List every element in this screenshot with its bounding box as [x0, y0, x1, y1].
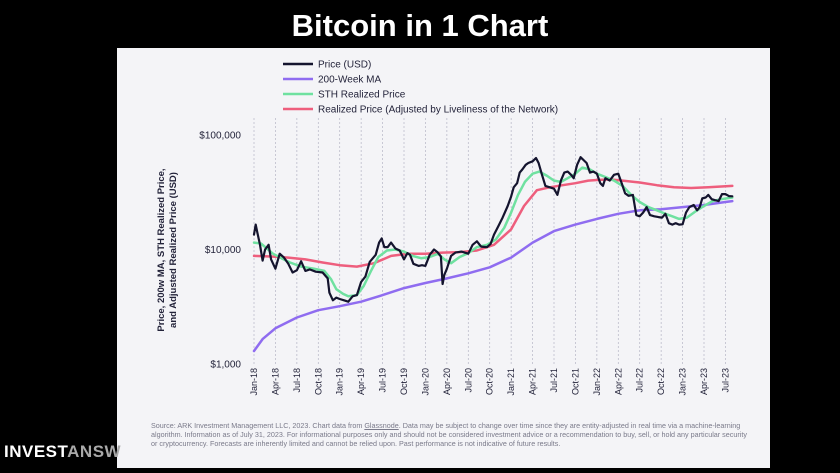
- x-tick-label-0: Jan-18: [249, 368, 259, 396]
- y-tick-labels: $100,000 $10,000 $1,000: [199, 131, 241, 371]
- headline: Bitcoin in 1 Chart: [291, 8, 549, 43]
- glassnode-link[interactable]: Glassnode: [364, 421, 399, 430]
- legend-label-price: Price (USD): [318, 60, 371, 71]
- chart-panel: $100,000 $10,000 $1,000 Jan-18 Apr-18 Jul-18…: [117, 48, 770, 468]
- series-line-sth: [252, 166, 734, 298]
- x-tick-label-21: Apr-23: [699, 368, 709, 395]
- legend-item-price: Price (USD): [283, 60, 371, 71]
- footnote-text-end: . Data may be subject to change over tim…: [151, 421, 747, 448]
- series-lines: [252, 156, 734, 353]
- x-tick-label-4: Jan-19: [335, 368, 345, 396]
- x-tick-label-14: Jul-21: [549, 368, 559, 393]
- legend-label-sth: STH Realized Price: [318, 90, 406, 101]
- series-line-price: [252, 156, 734, 303]
- legend-item-sth: STH Realized Price: [283, 90, 406, 101]
- legend-item-ma200: 200-Week MA: [283, 75, 382, 86]
- chart: $100,000 $10,000 $1,000 Jan-18 Apr-18 Jul-18…: [156, 60, 734, 396]
- x-tick-label-5: Apr-19: [356, 368, 366, 395]
- brand-part-1: INVEST: [4, 442, 68, 461]
- x-tick-label-6: Jul-19: [378, 368, 388, 393]
- x-tick-label-3: Oct-18: [313, 368, 323, 395]
- x-tick-label-13: Apr-21: [528, 368, 538, 395]
- x-tick-label-2: Jul-18: [292, 368, 302, 393]
- x-tick-label-18: Jul-22: [635, 368, 645, 393]
- x-tick-label-19: Oct-22: [656, 368, 666, 395]
- footnote-text-start: Source: ARK Investment Management LLC, 2…: [151, 421, 365, 430]
- x-tick-label-15: Oct-21: [570, 368, 580, 395]
- series-line-realized: [252, 178, 734, 268]
- source-footnote: Source: ARK Investment Management LLC, 2…: [151, 421, 751, 448]
- y-tick-label-1: $10,000: [205, 245, 242, 256]
- x-tick-label-12: Jan-21: [506, 368, 516, 396]
- y-tick-label-0: $100,000: [199, 131, 241, 142]
- x-gridlines: [253, 118, 726, 364]
- legend-item-realized: Realized Price (Adjusted by Liveliness o…: [283, 105, 558, 116]
- x-tick-label-1: Apr-18: [270, 368, 280, 395]
- x-tick-label-8: Jan-20: [420, 368, 430, 396]
- x-tick-label-11: Oct-20: [485, 368, 495, 395]
- y-tick-label-2: $1,000: [210, 360, 241, 371]
- y-axis-label-line-1: and Adjusted Realized Price (USD): [168, 172, 179, 328]
- x-tick-label-17: Apr-22: [613, 368, 623, 395]
- x-tick-label-9: Apr-20: [442, 368, 452, 395]
- x-tick-label-10: Jul-20: [463, 368, 473, 393]
- brand-part-2: ANSW: [67, 442, 122, 461]
- legend-label-ma200: 200-Week MA: [318, 75, 382, 86]
- legend-label-realized: Realized Price (Adjusted by Liveliness o…: [318, 105, 558, 116]
- y-axis-label: Price, 200w MA, STH Realized Price, and A…: [156, 168, 179, 331]
- brand-logo: INVESTANSW: [4, 442, 121, 462]
- x-tick-label-20: Jan-23: [678, 368, 688, 396]
- x-tick-labels: Jan-18 Apr-18 Jul-18 Oct-18 Jan-19 Apr-19 Jul-…: [249, 368, 730, 396]
- x-tick-label-16: Jan-22: [592, 368, 602, 396]
- legend: Price (USD) 200-Week MA STH Realized Price…: [283, 60, 558, 116]
- y-axis-label-line-0: Price, 200w MA, STH Realized Price,: [156, 168, 167, 331]
- x-tick-label-22: Jul-23: [720, 368, 730, 393]
- x-tick-label-7: Oct-19: [399, 368, 409, 395]
- series-line-ma200: [252, 199, 734, 353]
